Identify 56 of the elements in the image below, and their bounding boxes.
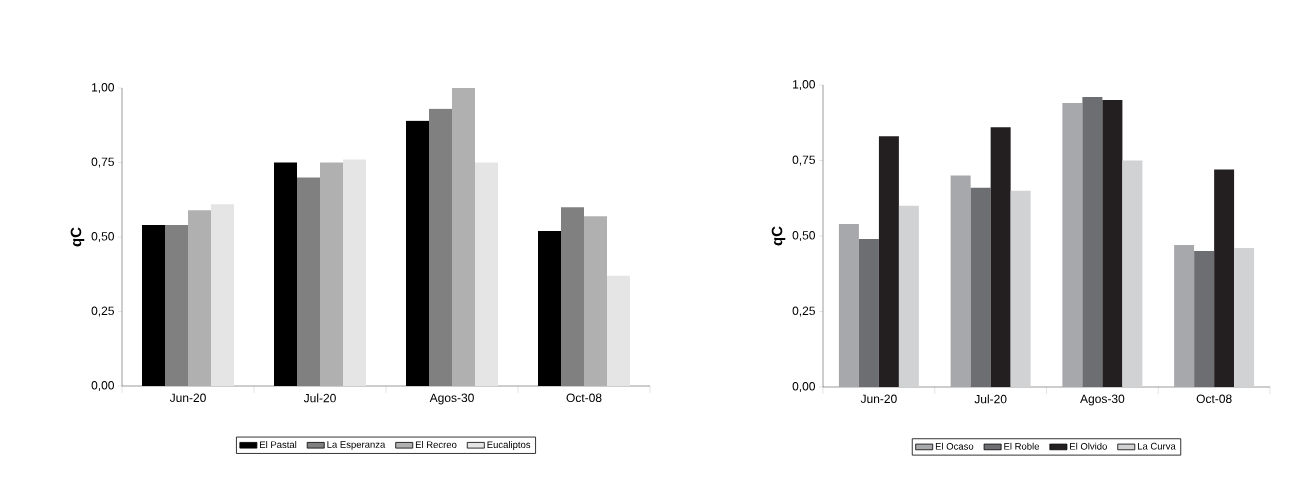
legend-label: El Ocaso bbox=[935, 442, 974, 450]
y-tick-label: 0,75 bbox=[91, 157, 114, 168]
legend-label: El Olvido bbox=[1070, 442, 1107, 450]
legend-label: Eucaliptos bbox=[487, 441, 531, 450]
bar bbox=[429, 108, 453, 386]
bar bbox=[1194, 251, 1215, 387]
bar bbox=[165, 225, 188, 386]
bar bbox=[1082, 97, 1103, 387]
y-tick-label: 0,25 bbox=[91, 306, 114, 317]
bar bbox=[188, 210, 211, 386]
x-tick-label: Oct-08 bbox=[566, 393, 602, 403]
bar bbox=[320, 162, 344, 386]
bar bbox=[1122, 160, 1143, 387]
bar bbox=[297, 177, 321, 386]
bar bbox=[343, 159, 367, 386]
bar bbox=[1174, 245, 1195, 387]
y-axis-title: qC bbox=[70, 227, 85, 247]
bar bbox=[561, 207, 585, 386]
x-tick-label: Jun-20 bbox=[169, 393, 206, 403]
bar bbox=[1214, 169, 1235, 387]
bar bbox=[970, 187, 991, 387]
x-tick-label: Agos-30 bbox=[429, 393, 474, 405]
y-tick-label: 0,00 bbox=[792, 382, 816, 392]
bar bbox=[452, 88, 476, 386]
x-tick-label: Oct-08 bbox=[1196, 394, 1232, 404]
legend-label: El Recreo bbox=[415, 441, 457, 449]
y-tick-label: 1,00 bbox=[793, 80, 816, 90]
bar bbox=[950, 175, 971, 387]
y-tick-label: 0,25 bbox=[792, 306, 815, 317]
y-tick-label: 0,75 bbox=[792, 155, 815, 166]
y-tick-label: 0,50 bbox=[792, 231, 816, 241]
x-tick-label: Jul-20 bbox=[974, 394, 1007, 404]
bar bbox=[1234, 248, 1255, 387]
x-tick-label: Agos-30 bbox=[1080, 394, 1125, 406]
y-tick-label: 0,50 bbox=[91, 232, 114, 242]
bar bbox=[898, 205, 919, 387]
y-axis-title: qC bbox=[771, 226, 786, 246]
x-tick-label: Jul-20 bbox=[303, 393, 336, 403]
bar bbox=[838, 223, 859, 387]
bar bbox=[1102, 100, 1123, 387]
bar bbox=[858, 239, 879, 387]
bar bbox=[990, 127, 1011, 387]
bar bbox=[475, 162, 499, 386]
legend-label: La Curva bbox=[1138, 442, 1176, 450]
bar bbox=[584, 216, 608, 386]
legend-label: El Pastal bbox=[260, 441, 297, 449]
y-tick-label: 0,00 bbox=[91, 381, 114, 391]
bar bbox=[1010, 190, 1031, 387]
bar bbox=[211, 204, 234, 386]
bar bbox=[878, 136, 899, 387]
bar bbox=[1062, 103, 1083, 387]
legend-label: La Esperanza bbox=[327, 441, 386, 450]
bar bbox=[607, 275, 631, 386]
x-tick-label: Jun-20 bbox=[860, 394, 897, 404]
legend-label: El Roble bbox=[1004, 442, 1040, 450]
y-tick-label: 1,00 bbox=[92, 83, 114, 93]
